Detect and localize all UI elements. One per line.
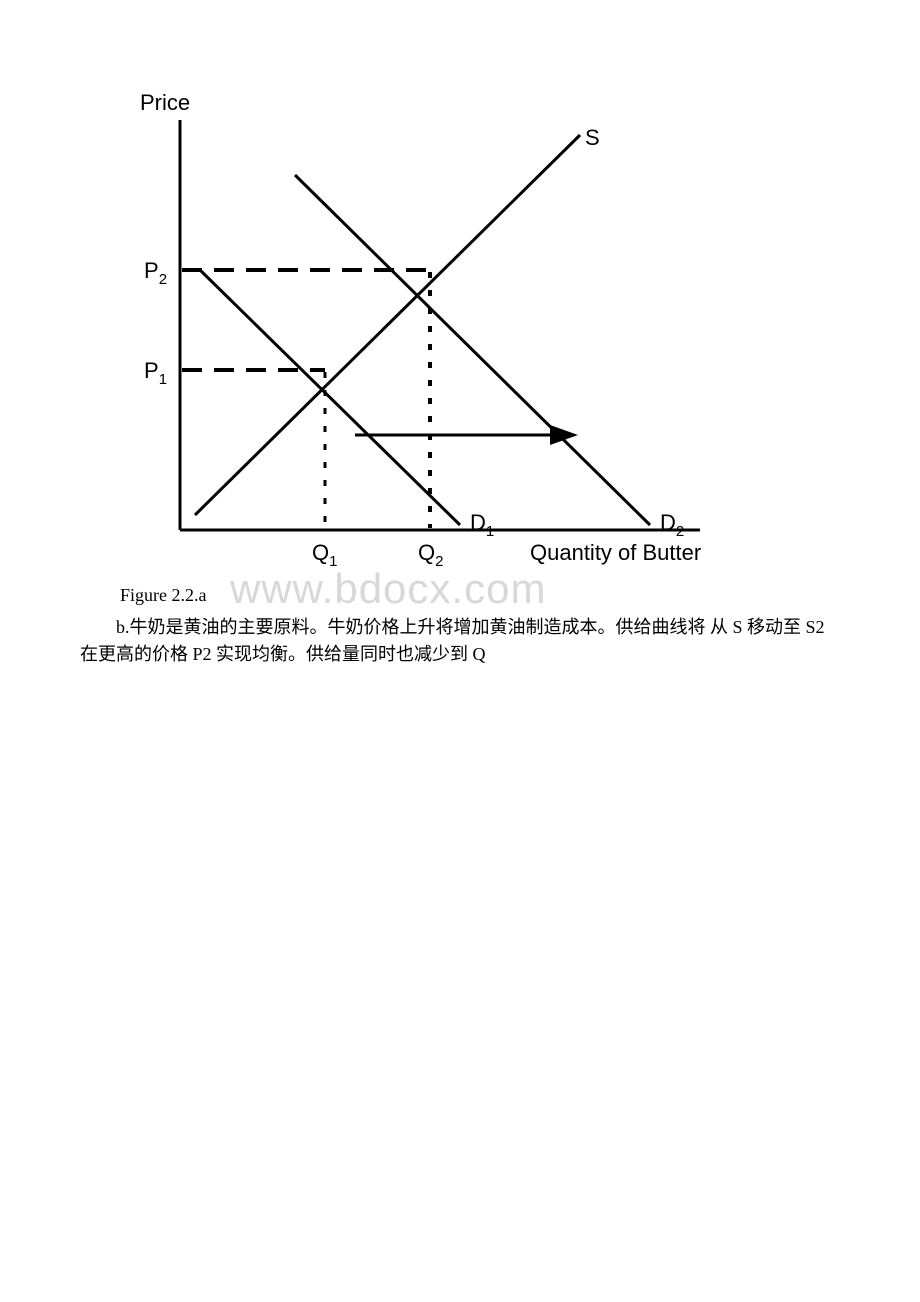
p1-label: P1 xyxy=(144,358,167,388)
y-axis-label: Price xyxy=(140,90,190,115)
d2-label: D2 xyxy=(660,510,684,540)
x-axis-label: Quantity of Butter xyxy=(530,540,701,565)
supply-line xyxy=(195,135,580,515)
supply-demand-chart: Price S P2 P1 Q1 Q2 D1 D2 Quantity of Bu… xyxy=(100,80,920,580)
figure-caption: Figure 2.2.a xyxy=(120,585,920,606)
q1-label: Q1 xyxy=(312,540,337,570)
demand1-line xyxy=(200,270,460,525)
body-paragraph: b.牛奶是黄油的主要原料。牛奶价格上升将增加黄油制造成本。供给曲线将 从 S 移… xyxy=(80,614,840,668)
d1-label: D1 xyxy=(470,510,494,540)
chart-svg: Price S P2 P1 Q1 Q2 D1 D2 Quantity of Bu… xyxy=(100,80,740,580)
supply-label: S xyxy=(585,125,600,150)
demand2-line xyxy=(295,175,650,525)
q2-label: Q2 xyxy=(418,540,443,570)
p2-label: P2 xyxy=(144,258,167,288)
